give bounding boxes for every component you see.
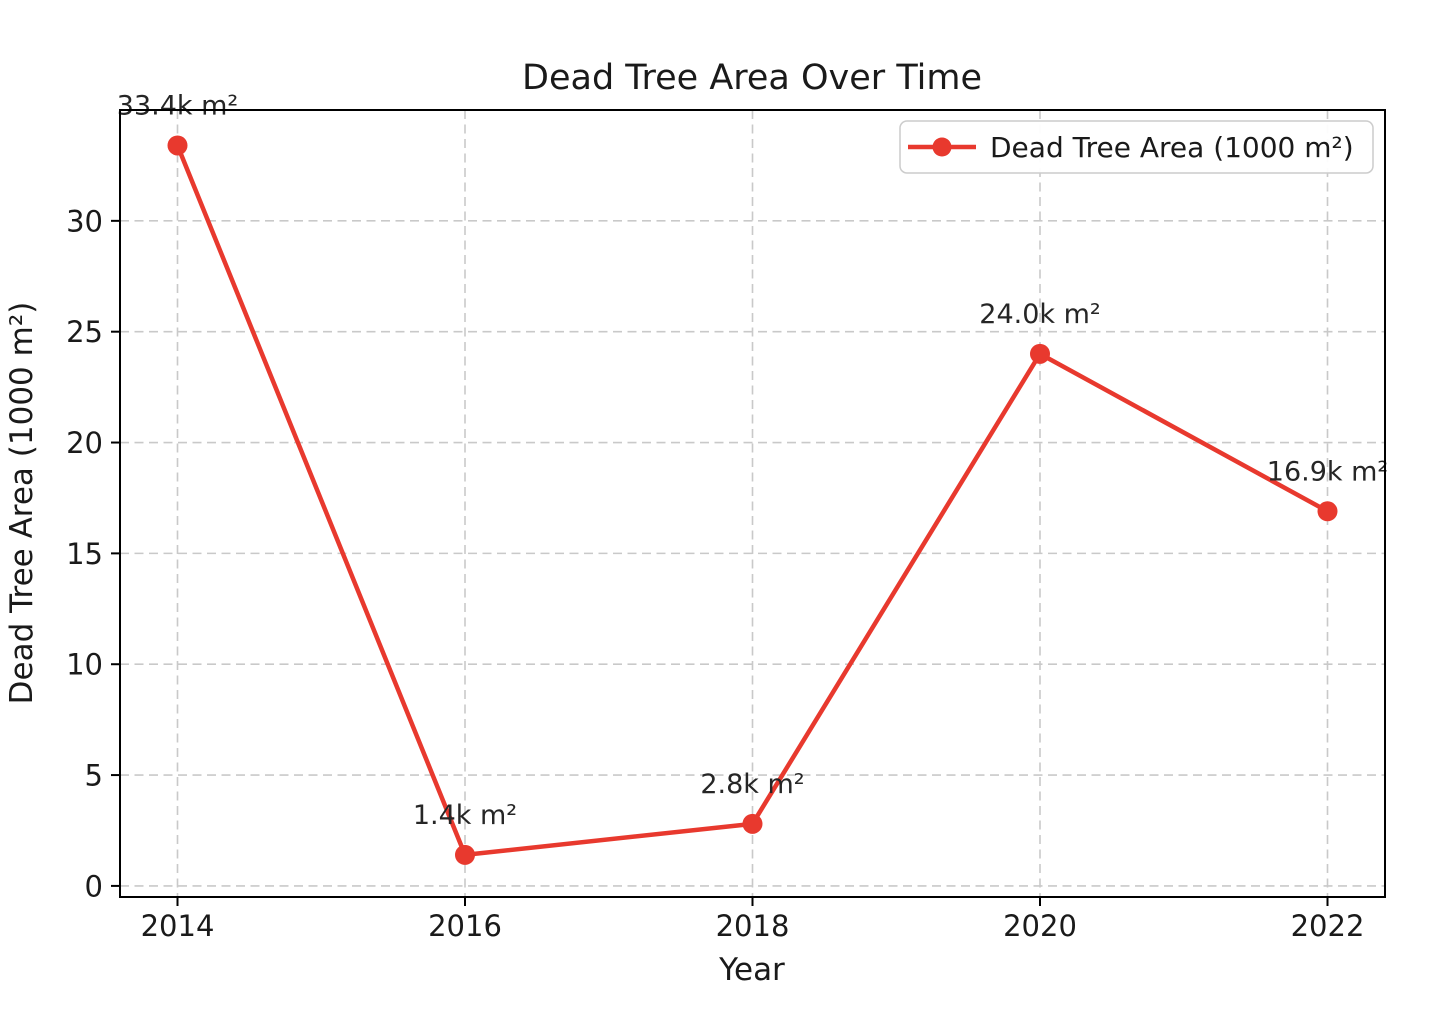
- point-label-2014: 33.4k m²: [117, 90, 238, 121]
- y-tick-label-15: 15: [66, 537, 103, 571]
- point-label-2018: 2.8k m²: [700, 769, 804, 800]
- data-series-layer: [167, 135, 1338, 865]
- y-tick-label-25: 25: [66, 315, 103, 349]
- data-point-2016: [455, 844, 475, 865]
- point-annotations: 33.4k m² 1.4k m² 2.8k m² 24.0k m² 16.9k m²: [117, 90, 1388, 830]
- y-tick-label-30: 30: [66, 204, 103, 238]
- x-tick-label-2020: 2020: [1003, 909, 1077, 943]
- legend-entry-label: Dead Tree Area (1000 m²): [990, 131, 1354, 164]
- legend: Dead Tree Area (1000 m²): [899, 120, 1374, 174]
- point-label-2016: 1.4k m²: [413, 800, 517, 831]
- y-tick-label-20: 20: [66, 426, 103, 460]
- y-tick-label-5: 5: [85, 759, 103, 793]
- x-tick-label-2022: 2022: [1291, 909, 1365, 943]
- x-tick-label-2014: 2014: [141, 909, 215, 943]
- data-point-2020: [1030, 343, 1050, 364]
- axis-ticks: 2014 2016 2018 2020 2022 0 5 10 15 20 25 30: [66, 204, 1364, 943]
- y-tick-label-10: 10: [66, 648, 103, 682]
- y-tick-label-0: 0: [85, 869, 103, 903]
- data-point-2022: [1317, 501, 1338, 522]
- legend-marker-icon: [932, 137, 952, 157]
- x-axis-label: Year: [718, 952, 785, 988]
- point-label-2022: 16.9k m²: [1267, 456, 1388, 487]
- x-tick-label-2018: 2018: [716, 909, 790, 943]
- chart-title: Dead Tree Area Over Time: [522, 58, 982, 98]
- y-axis-label: Dead Tree Area (1000 m²): [4, 302, 40, 705]
- gridlines: [120, 110, 1385, 897]
- data-point-2014: [167, 135, 188, 156]
- point-label-2020: 24.0k m²: [979, 299, 1100, 330]
- data-point-2018: [742, 813, 763, 834]
- x-tick-label-2016: 2016: [428, 909, 502, 943]
- legend-box: [899, 120, 1374, 174]
